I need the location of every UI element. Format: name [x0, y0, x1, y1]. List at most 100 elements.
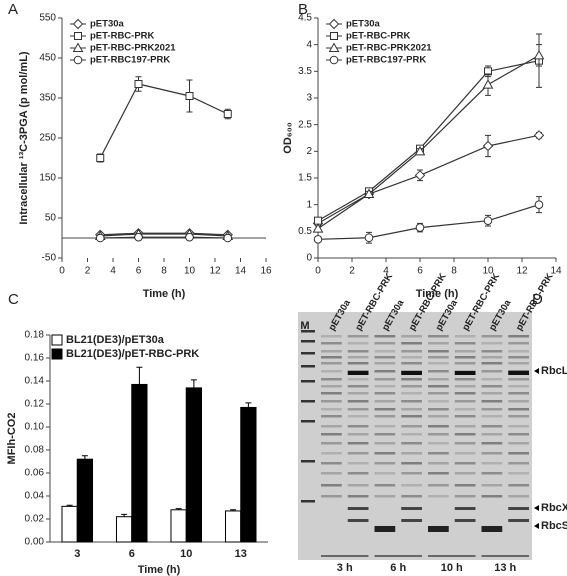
gel-band — [454, 408, 476, 411]
x-tick-label: 14 — [550, 266, 562, 277]
gel-band — [374, 400, 396, 403]
gel-band — [481, 400, 503, 403]
marker — [533, 130, 545, 141]
gel-band — [374, 370, 396, 373]
gel-band — [428, 495, 449, 498]
gel-band — [481, 408, 503, 411]
legend-label: pET30a — [90, 19, 125, 30]
bar — [115, 516, 133, 543]
y-axis-label: OD₆₀₀ — [282, 122, 294, 153]
gel-band — [428, 433, 449, 436]
y-tick-label: 0.5 — [298, 226, 312, 237]
x-tick-label: 12 — [209, 266, 221, 277]
gel-band — [454, 452, 476, 455]
gel-band — [321, 452, 342, 455]
gel-band — [347, 519, 369, 522]
gel-band — [454, 362, 476, 365]
marker — [534, 200, 544, 209]
gel-band — [374, 350, 396, 353]
y-tick-label: 0.00 — [25, 537, 45, 548]
gel-band — [428, 342, 449, 345]
gel-band — [347, 462, 369, 465]
x-tick-label: 10 — [180, 548, 192, 560]
gel-band — [374, 433, 396, 436]
gel-band — [321, 370, 342, 373]
gel-band — [454, 342, 476, 345]
marker — [482, 140, 494, 152]
gel-band — [508, 415, 529, 418]
gel-band — [401, 342, 422, 345]
gel-band — [428, 370, 449, 373]
bar — [76, 458, 94, 543]
gel-band — [508, 472, 529, 475]
ladder-band — [301, 352, 315, 355]
gel-band — [374, 452, 396, 455]
gel-band — [401, 392, 422, 395]
gel-band — [401, 400, 422, 403]
marker — [223, 233, 233, 243]
time-label: 6 h — [390, 562, 406, 574]
error-bar — [136, 366, 143, 385]
gel-band — [508, 484, 529, 487]
time-label: 10 h — [441, 562, 463, 574]
x-tick-label: 0 — [59, 266, 65, 277]
series-line — [317, 204, 540, 240]
ladder-band — [301, 400, 315, 403]
gel-band — [428, 356, 449, 359]
legend-marker — [73, 55, 83, 65]
gel-band — [508, 392, 529, 395]
y-tick-label: 0.06 — [25, 468, 45, 479]
legend-marker — [74, 32, 82, 40]
gel-band — [481, 335, 503, 338]
x-tick-label: 6 — [129, 548, 135, 560]
gel-band — [374, 495, 396, 498]
gel-band — [347, 452, 369, 455]
gel-band — [508, 495, 529, 498]
x-axis-label: Time (h) — [143, 288, 186, 300]
gel-band — [454, 442, 476, 445]
series-line — [100, 232, 228, 236]
gel-band — [428, 462, 449, 465]
gel-band — [508, 462, 529, 465]
gel-band — [321, 350, 342, 353]
marker — [415, 223, 425, 232]
gel-band — [347, 425, 369, 428]
gel-band — [374, 425, 396, 428]
x-axis-label: Time (h) — [416, 288, 459, 300]
series-line — [100, 233, 228, 237]
gel-band — [401, 378, 422, 381]
gel-band — [374, 356, 396, 359]
gel-band — [321, 385, 342, 388]
gel-band — [401, 484, 422, 487]
gel-band — [347, 495, 369, 498]
gel-band — [454, 415, 476, 418]
gel-band — [347, 385, 369, 388]
gel-band — [347, 342, 369, 345]
gel-band — [321, 462, 342, 465]
gel-band — [454, 400, 476, 403]
marker — [414, 145, 426, 156]
marker — [364, 233, 374, 243]
lane-label: pET-RBC-PRK — [514, 271, 556, 332]
gel-band — [454, 433, 476, 436]
marker — [414, 170, 426, 181]
gel-band — [428, 362, 449, 365]
gel-band — [508, 335, 529, 338]
y-tick-label: 3.5 — [298, 66, 312, 77]
y-tick-label: 0.08 — [25, 445, 45, 456]
gel-band — [454, 425, 476, 428]
y-tick-label: 0.16 — [25, 353, 45, 364]
gel-band — [347, 400, 369, 403]
gel-band — [401, 425, 422, 428]
gel-band — [321, 495, 342, 498]
gel-band — [428, 350, 449, 353]
y-tick-label: 0.18 — [25, 330, 45, 341]
legend-label: BL21(DE3)/pET30a — [66, 334, 165, 346]
gel-band — [374, 392, 396, 395]
error-bar — [66, 504, 73, 507]
gel-band — [347, 362, 369, 365]
x-tick-label: 0 — [315, 266, 321, 277]
gel-band — [481, 472, 503, 475]
marker — [363, 188, 375, 198]
gel-band — [481, 350, 503, 353]
